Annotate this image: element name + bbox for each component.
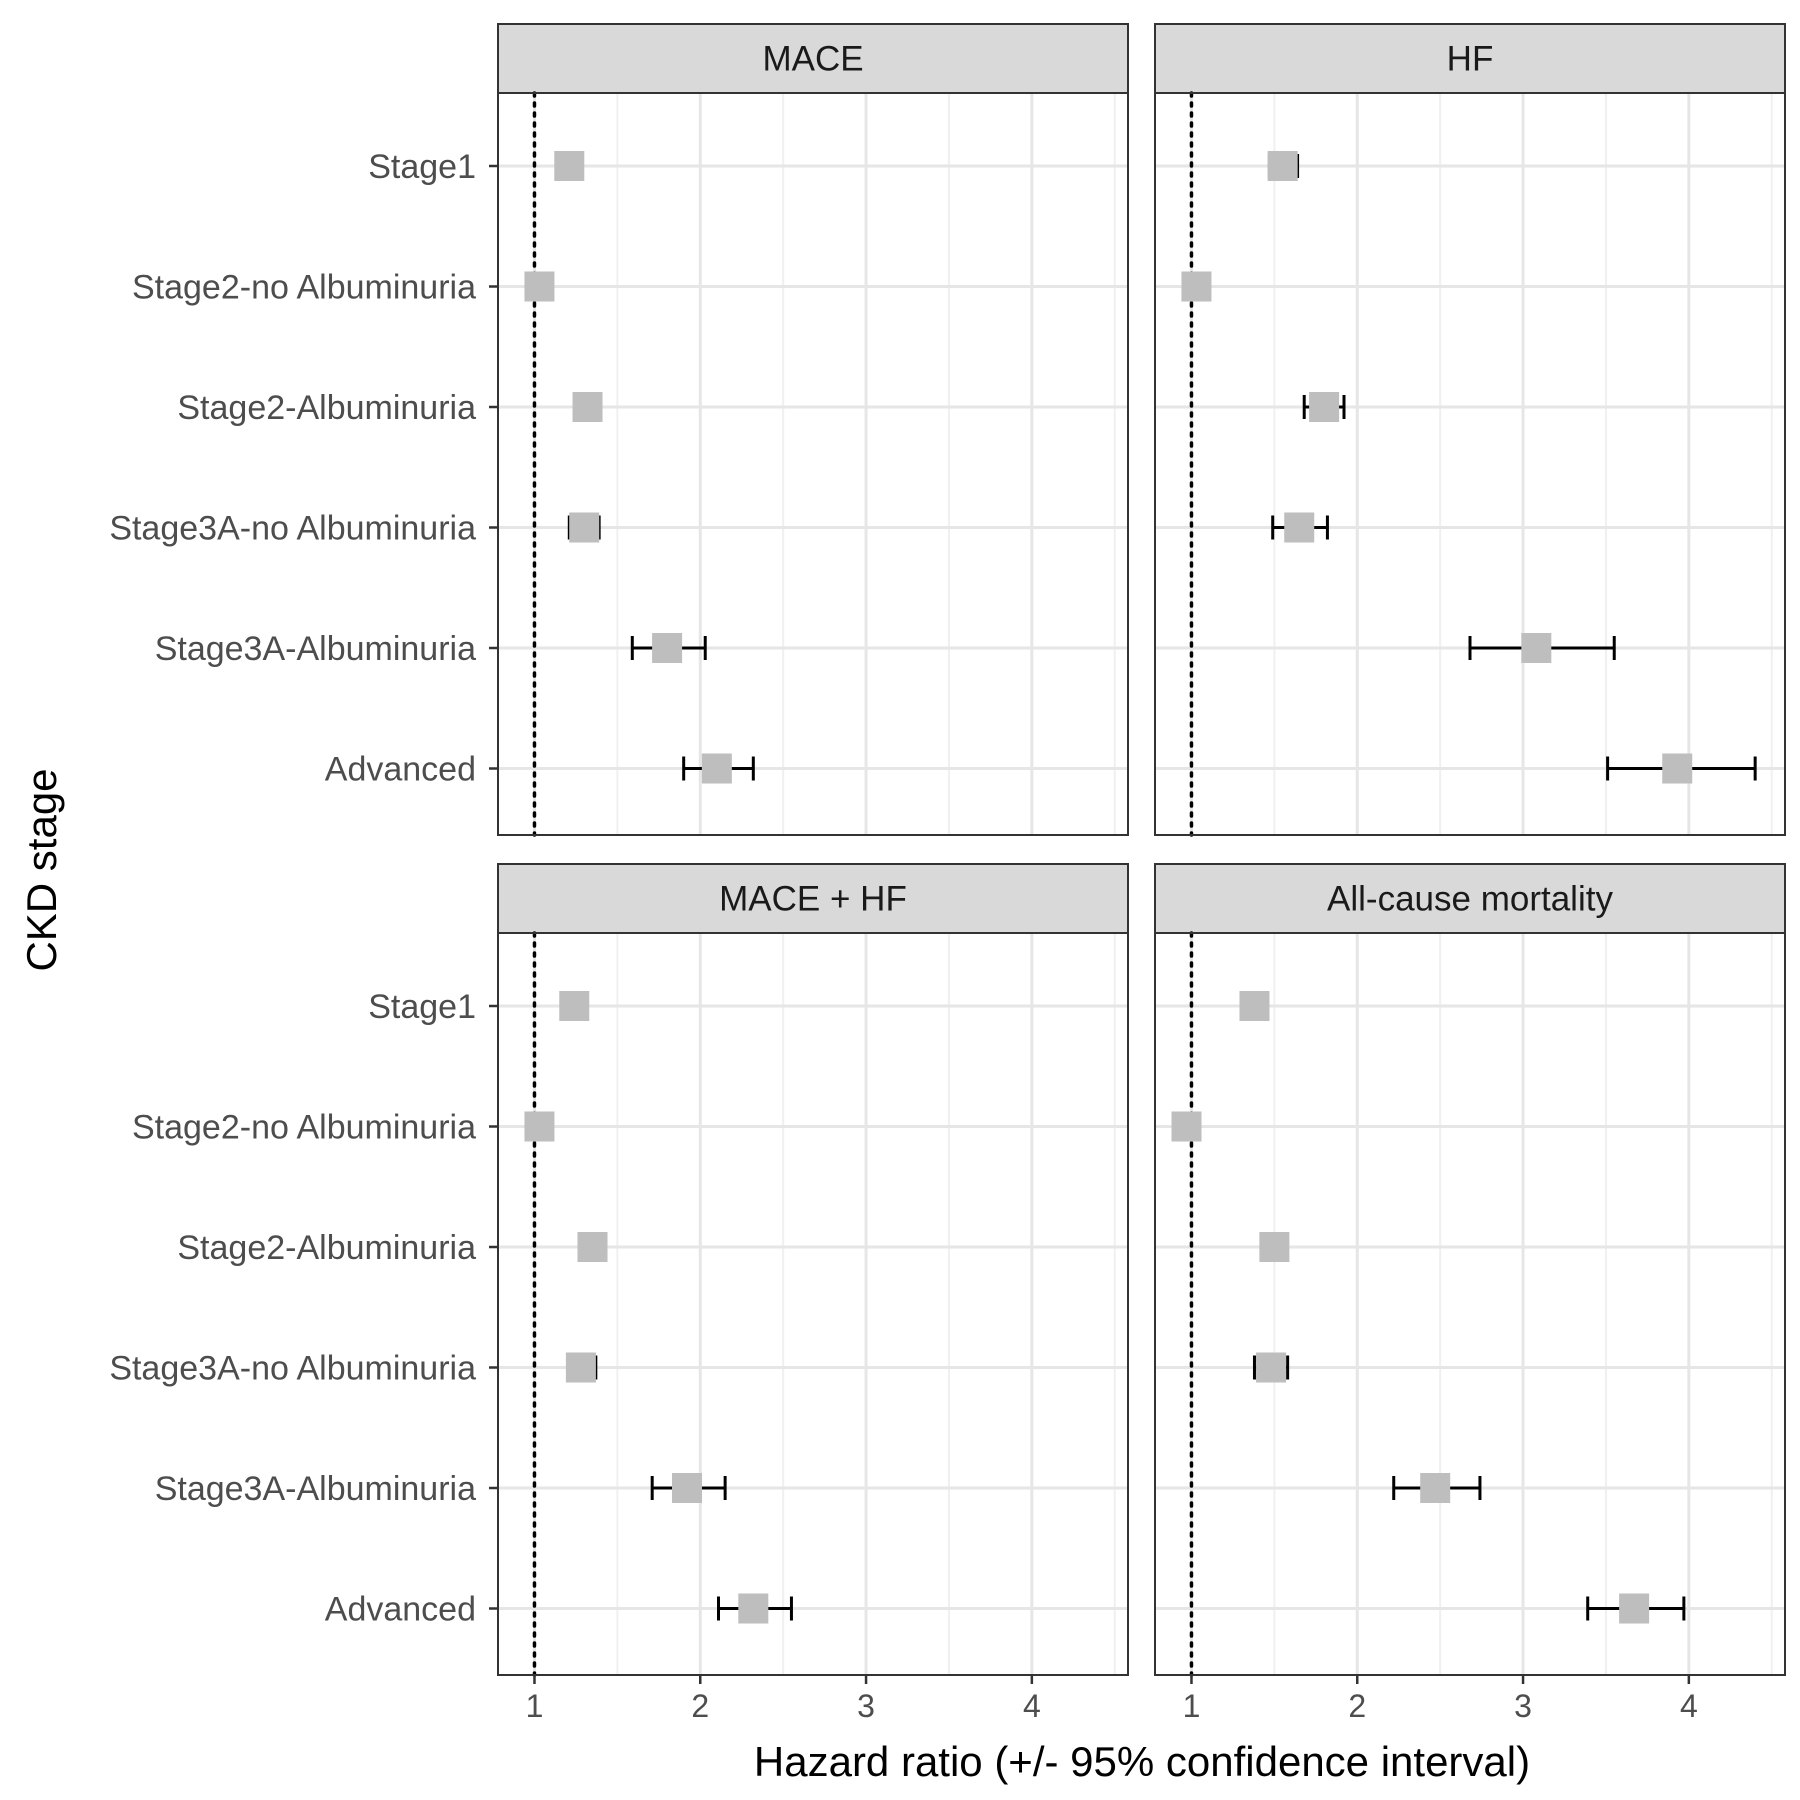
- point-estimate: [652, 633, 683, 663]
- y-axis-title: CKD stage: [18, 768, 65, 971]
- point-estimate: [569, 512, 600, 543]
- category-label: Advanced: [325, 751, 476, 789]
- category-label: Stage3A-Albuminuria: [155, 1470, 476, 1508]
- x-tick-label: 3: [857, 1688, 875, 1724]
- plot-background: [498, 933, 1128, 1675]
- category-label: Stage2-no Albuminuria: [132, 1109, 476, 1147]
- point-estimate: [1239, 991, 1270, 1021]
- point-estimate: [1309, 392, 1340, 422]
- panel-title: MACE: [762, 40, 863, 79]
- panels-layer: MACE Stage1 Stage2-no Albuminuria Stage2-Al…: [109, 23, 1786, 1724]
- x-tick-label: 1: [1183, 1688, 1201, 1724]
- plot-background: [1155, 933, 1785, 1675]
- point-estimate: [1619, 1593, 1650, 1624]
- point-estimate: [1256, 1352, 1287, 1383]
- point-estimate: [524, 271, 555, 302]
- panel-border: [1154, 932, 1786, 1676]
- panel-all-cause-mortality: All-cause mortality 1 2 3 4: [1154, 863, 1786, 1724]
- category-label: Stage1: [368, 148, 476, 186]
- plot-background: [498, 93, 1128, 835]
- panel-title: MACE + HF: [719, 880, 907, 919]
- point-estimate: [1521, 633, 1552, 663]
- x-axis-title: Hazard ratio (+/- 95% confidence interva…: [754, 1738, 1530, 1785]
- panel-border: [497, 932, 1129, 1676]
- point-estimate: [672, 1473, 702, 1503]
- category-label: Stage1: [368, 988, 476, 1026]
- point-estimate: [701, 753, 732, 784]
- x-tick-label: 4: [1023, 1688, 1041, 1724]
- panel-strip: [497, 23, 1129, 94]
- point-estimate: [1259, 1232, 1290, 1262]
- category-label: Stage3A-no Albuminuria: [109, 1350, 476, 1388]
- panel-hf: HF: [1154, 23, 1786, 837]
- panel-strip: [1154, 23, 1786, 94]
- point-estimate: [1662, 753, 1693, 784]
- x-tick-label: 3: [1514, 1688, 1532, 1724]
- panel-strip: [1154, 863, 1786, 934]
- category-label: Stage2-Albuminuria: [177, 1229, 476, 1267]
- point-estimate: [572, 392, 603, 422]
- category-label: Stage2-Albuminuria: [177, 389, 476, 427]
- point-estimate: [1171, 1111, 1202, 1142]
- point-estimate: [1284, 512, 1315, 543]
- category-label: Advanced: [325, 1591, 476, 1629]
- category-label: Stage2-no Albuminuria: [132, 269, 476, 307]
- plot-background: [1155, 93, 1785, 835]
- point-estimate: [1420, 1473, 1451, 1503]
- x-tick-label: 2: [1348, 1688, 1366, 1724]
- panel-border: [497, 92, 1129, 836]
- panel-mace-hf: MACE + HF Stage1 Stage2-no Albuminuria Stag…: [109, 863, 1129, 1724]
- point-estimate: [559, 991, 590, 1021]
- point-estimate: [1267, 151, 1298, 181]
- x-tick-label: 1: [526, 1688, 544, 1724]
- panel-mace: MACE Stage1 Stage2-no Albuminuria Stage2-Al…: [109, 23, 1129, 837]
- category-label: Stage3A-Albuminuria: [155, 630, 476, 668]
- point-estimate: [1181, 271, 1212, 302]
- panel-border: [1154, 92, 1786, 836]
- x-tick-label: 4: [1680, 1688, 1698, 1724]
- point-estimate: [577, 1232, 608, 1262]
- panel-title: All-cause mortality: [1327, 880, 1613, 919]
- panel-title: HF: [1447, 40, 1494, 79]
- point-estimate: [554, 151, 585, 181]
- x-tick-label: 2: [691, 1688, 709, 1724]
- point-estimate: [738, 1593, 769, 1624]
- point-estimate: [524, 1111, 555, 1142]
- point-estimate: [565, 1352, 596, 1383]
- category-label: Stage3A-no Albuminuria: [109, 510, 476, 548]
